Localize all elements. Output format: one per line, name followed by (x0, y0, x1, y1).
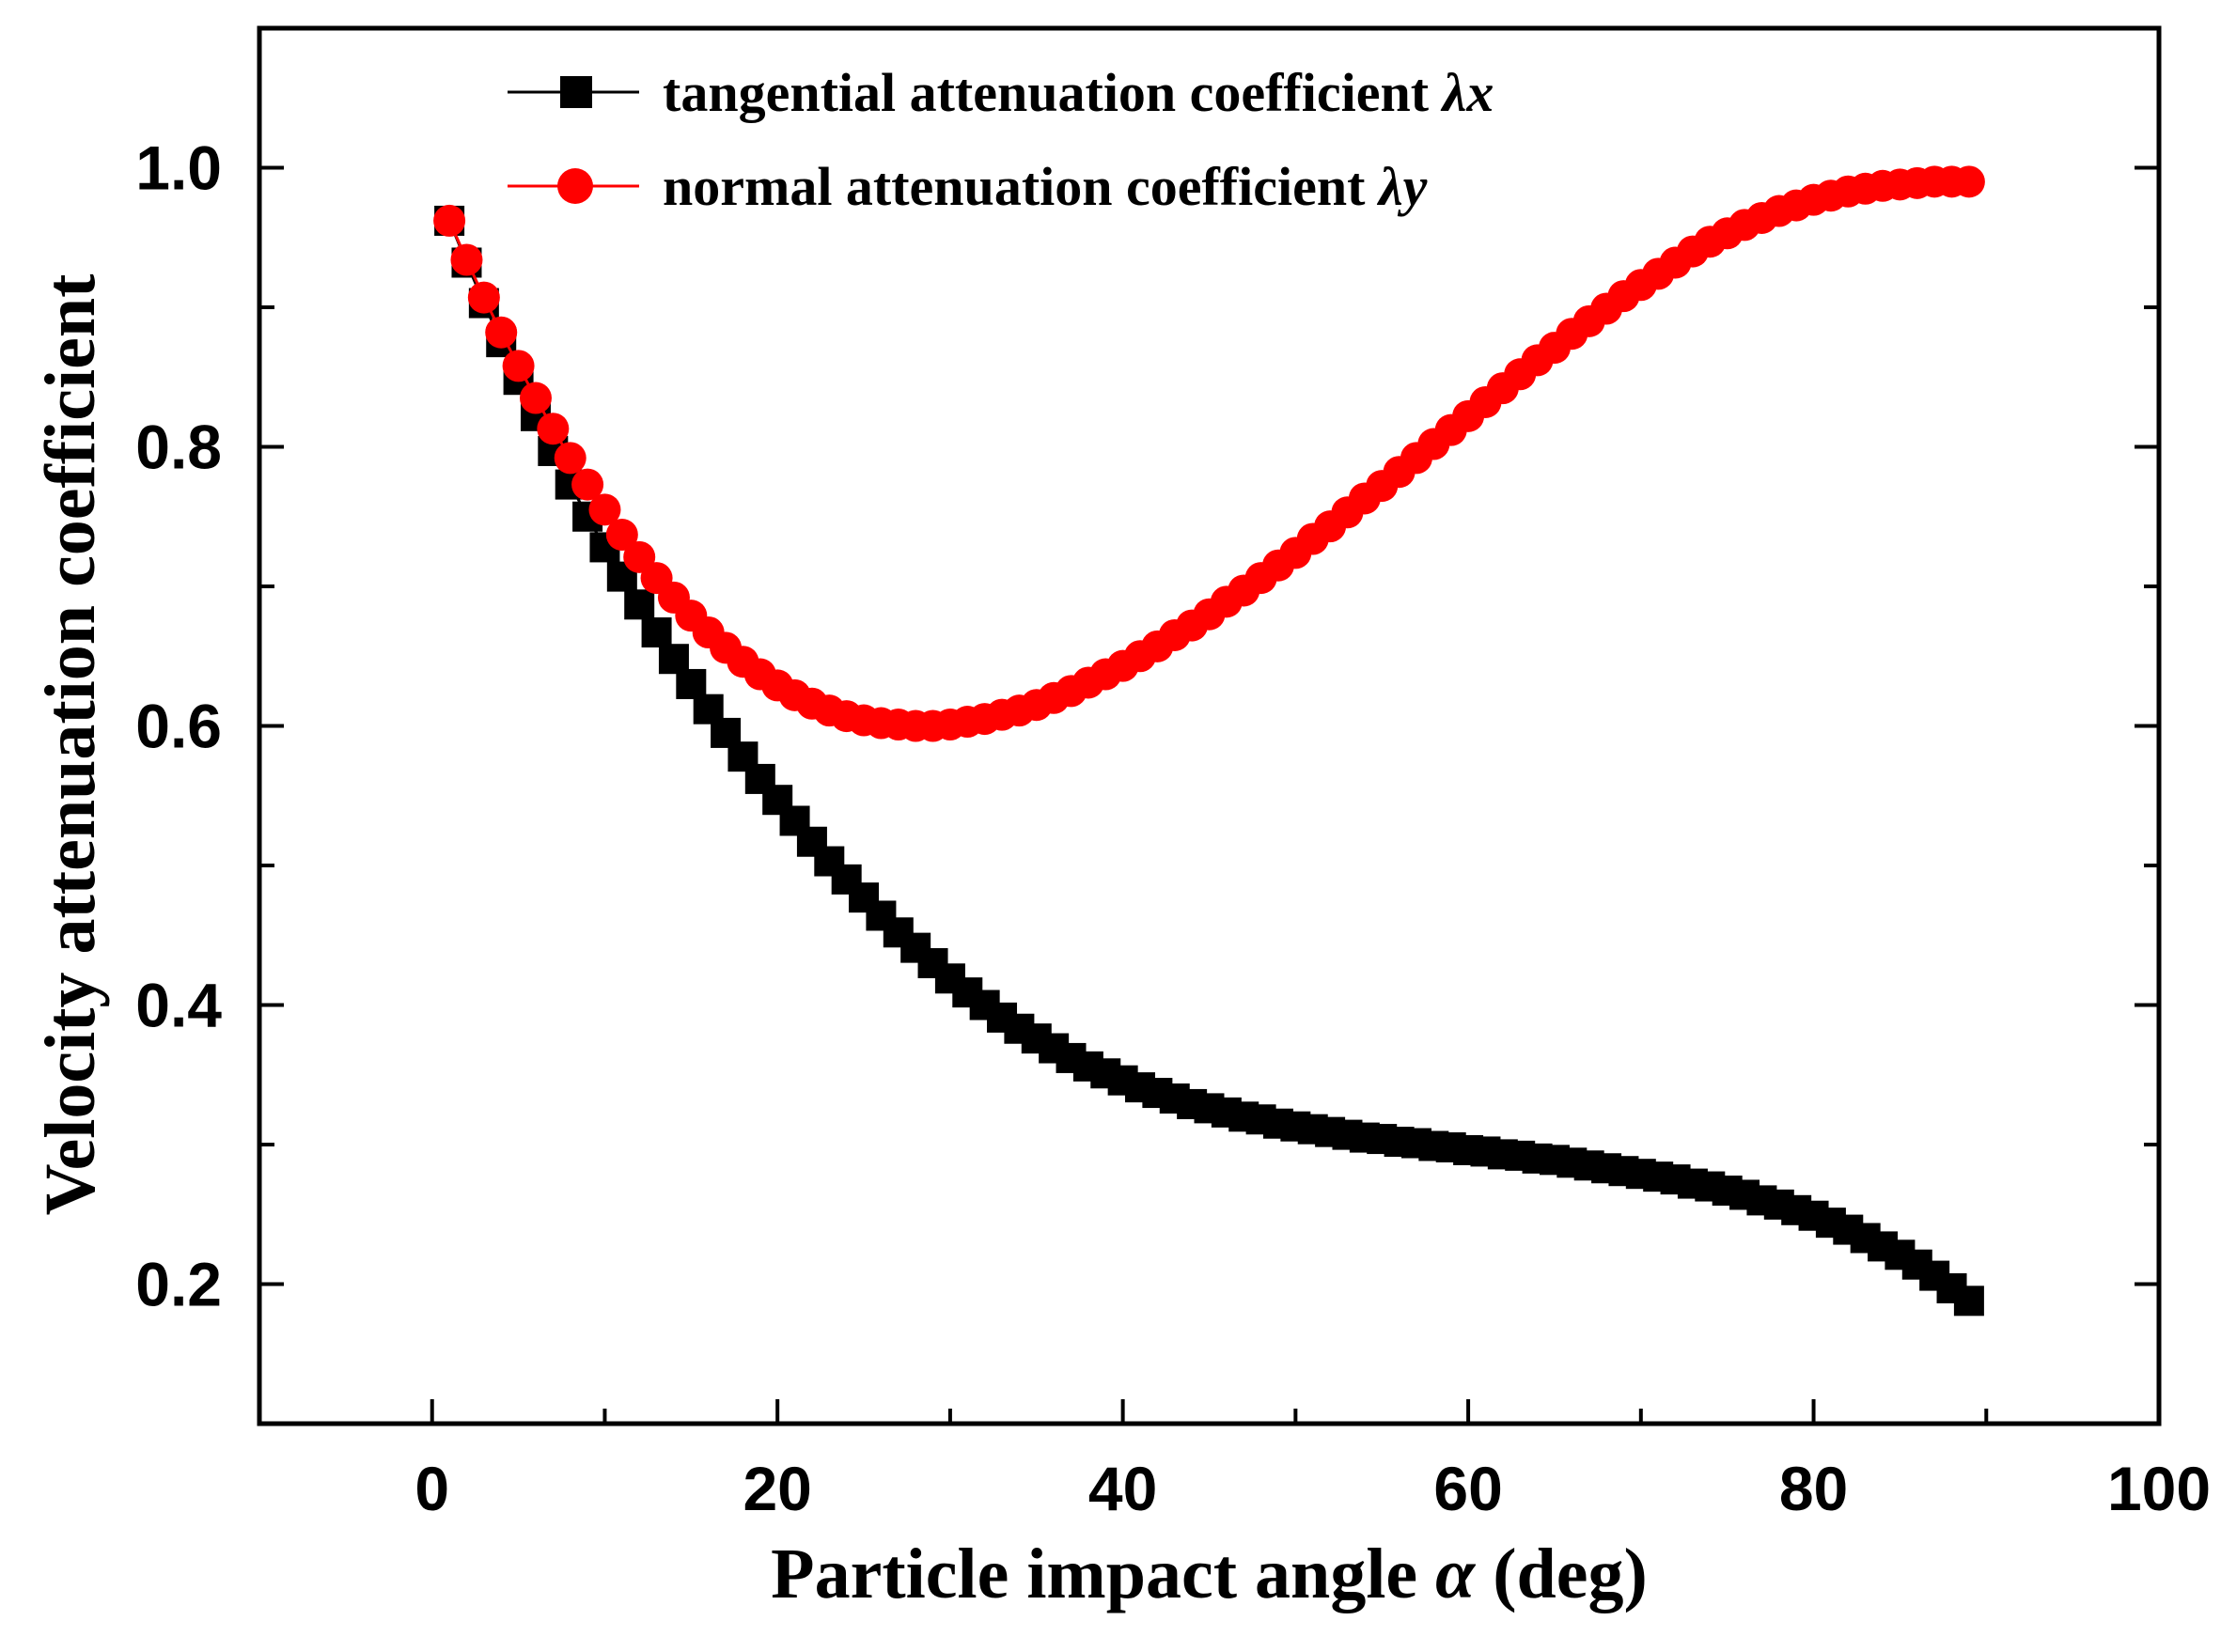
data-point-square (658, 644, 689, 675)
data-point-circle (571, 468, 604, 501)
y-tick-label: 0.6 (135, 692, 222, 761)
data-point-circle (485, 316, 518, 349)
y-tick-label: 0.4 (135, 971, 222, 1040)
data-point-square (676, 668, 707, 699)
data-point-circle (433, 204, 466, 237)
data-point-circle (450, 243, 483, 276)
axis-ticks (259, 165, 2161, 1426)
data-point-circle (467, 281, 500, 314)
legend-marker-square (560, 76, 592, 108)
plot-frame (257, 25, 2162, 1426)
legend-item-tangential: tangential attenuation coefficient λx (508, 62, 1494, 123)
data-point-square (624, 589, 655, 620)
y-tick-label: 0.2 (135, 1250, 222, 1319)
series-line (447, 220, 1970, 1302)
y-tick-label: 0.8 (135, 413, 222, 482)
x-tick-label: 20 (743, 1454, 811, 1523)
legend-label-tangential: tangential attenuation coefficient λx (663, 62, 1494, 123)
y-axis-title: Velocity attenuation coefficient (31, 274, 110, 1216)
x-tick-label: 60 (1433, 1454, 1502, 1523)
x-tick-label: 100 (2107, 1454, 2211, 1523)
data-point-circle (1952, 165, 1985, 198)
data-point-circle (554, 442, 587, 475)
x-axis-title: Particle impact angle α (deg) (771, 1535, 1648, 1613)
x-tick-label: 80 (1779, 1454, 1848, 1523)
plot-marks (433, 165, 1985, 1317)
legend-item-normal: normal attenuation coefficient λy (508, 156, 1428, 217)
series-normal (433, 165, 1985, 742)
legend-label-normal: normal attenuation coefficient λy (663, 156, 1428, 217)
data-point-circle (588, 493, 621, 526)
data-point-square (641, 617, 672, 648)
tick-labels: 0 20 40 60 80 100 0.2 0.4 0.6 0.8 1.0 (135, 133, 2211, 1524)
data-point-circle (519, 382, 552, 414)
x-tick-label: 40 (1088, 1454, 1157, 1523)
y-tick-label: 1.0 (135, 133, 222, 203)
legend-marker-circle (557, 168, 593, 204)
data-point-circle (502, 350, 535, 382)
series-tangential (434, 205, 1984, 1317)
data-point-circle (537, 413, 570, 445)
x-tick-label: 0 (414, 1454, 449, 1523)
data-point-circle (605, 519, 638, 552)
legend: tangential attenuation coefficient λx no… (508, 62, 1494, 217)
data-point-square (1953, 1286, 1984, 1317)
